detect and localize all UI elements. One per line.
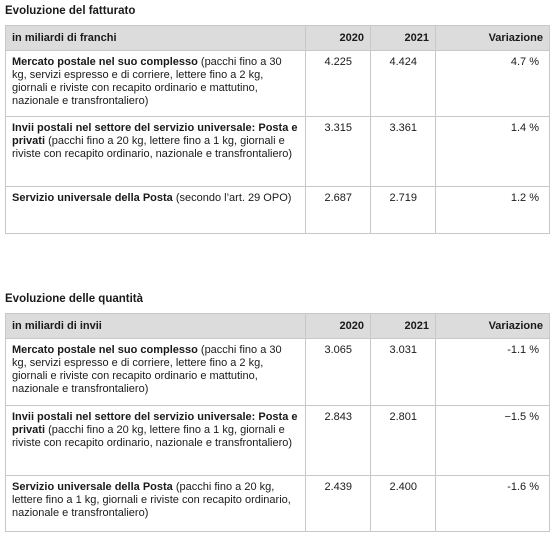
section: Evoluzione delle quantità in miliardi di … bbox=[5, 293, 550, 532]
header-row: in miliardi di franchi 2020 2021 Variazione bbox=[5, 25, 550, 51]
header-row: in miliardi di invii 2020 2021 Variazione bbox=[5, 313, 550, 339]
header-cell: 2020 bbox=[305, 25, 371, 51]
value-cell: −1.5 % bbox=[435, 405, 550, 476]
value-cell: 4.225 bbox=[305, 50, 371, 117]
row: Servizio universale della Posta (pacchi … bbox=[5, 475, 550, 532]
row-label: Servizio universale della Posta (secondo… bbox=[5, 186, 306, 234]
table: in miliardi di invii 2020 2021 Variazione Me… bbox=[5, 313, 550, 532]
header-cell: in miliardi di franchi bbox=[5, 25, 306, 51]
value-cell: -1.1 % bbox=[435, 338, 550, 406]
value-cell: 1.4 % bbox=[435, 116, 550, 187]
row-note: (pacchi fino a 30 kg, servizi espresso e… bbox=[12, 344, 282, 395]
row: Mercato postale nel suo complesso (pacch… bbox=[5, 338, 550, 406]
value-cell: 2.687 bbox=[305, 186, 371, 234]
value-cell: 2.843 bbox=[305, 405, 371, 476]
row-title: Invii postali nel settore del servizio u… bbox=[12, 411, 298, 436]
row: Mercato postale nel suo complesso (pacch… bbox=[5, 50, 550, 117]
header-cell: Variazione bbox=[435, 25, 550, 51]
header-cell: 2021 bbox=[370, 313, 436, 339]
value-cell: 2.439 bbox=[305, 475, 371, 532]
header-cell: in miliardi di invii bbox=[5, 313, 306, 339]
value-cell: 3.065 bbox=[305, 338, 371, 406]
section-title: Evoluzione delle quantità bbox=[5, 293, 144, 305]
section-title: Evoluzione del fatturato bbox=[5, 5, 136, 17]
row-title: Mercato postale nel suo complesso bbox=[12, 344, 198, 356]
row: Invii postali nel settore del servizio u… bbox=[5, 405, 550, 476]
value-cell: 3.031 bbox=[370, 338, 436, 406]
row-note: (pacchi fino a 20 kg, lettere fino a 1 k… bbox=[12, 135, 293, 160]
row-label: Invii postali nel settore del servizio u… bbox=[5, 116, 306, 187]
row-label: Invii postali nel settore del servizio u… bbox=[5, 405, 306, 476]
row-note: (pacchi fino a 20 kg, lettere fino a 1 k… bbox=[12, 424, 293, 449]
header-cell: 2020 bbox=[305, 313, 371, 339]
value-cell: 3.315 bbox=[305, 116, 371, 187]
value-cell: 4.7 % bbox=[435, 50, 550, 117]
value-cell: 3.361 bbox=[370, 116, 436, 187]
row-note: (secondo l’art. 29 OPO) bbox=[175, 192, 292, 204]
header-cell: Variazione bbox=[435, 313, 550, 339]
row-title: Servizio universale della Posta bbox=[12, 192, 173, 204]
value-cell: 1.2 % bbox=[435, 186, 550, 234]
row-title: Servizio universale della Posta bbox=[12, 481, 173, 493]
row-note: (pacchi fino a 20 kg, lettere fino a 1 k… bbox=[12, 481, 291, 519]
row-label: Servizio universale della Posta (pacchi … bbox=[5, 475, 306, 532]
section: Evoluzione del fatturato in miliardi di f… bbox=[5, 5, 550, 234]
row-title: Invii postali nel settore del servizio u… bbox=[12, 122, 298, 147]
value-cell: 2.400 bbox=[370, 475, 436, 532]
value-cell: 4.424 bbox=[370, 50, 436, 117]
header-cell: 2021 bbox=[370, 25, 436, 51]
value-cell: -1.6 % bbox=[435, 475, 550, 532]
row-label: Mercato postale nel suo complesso (pacch… bbox=[5, 50, 306, 117]
row-title: Mercato postale nel suo complesso bbox=[12, 56, 198, 68]
row: Servizio universale della Posta (secondo… bbox=[5, 186, 550, 234]
table: in miliardi di franchi 2020 2021 Variazione… bbox=[5, 25, 550, 234]
value-cell: 2.801 bbox=[370, 405, 436, 476]
row: Invii postali nel settore del servizio u… bbox=[5, 116, 550, 187]
value-cell: 2.719 bbox=[370, 186, 436, 234]
row-label: Mercato postale nel suo complesso (pacch… bbox=[5, 338, 306, 406]
row-note: (pacchi fino a 30 kg, servizi espresso e… bbox=[12, 56, 282, 107]
